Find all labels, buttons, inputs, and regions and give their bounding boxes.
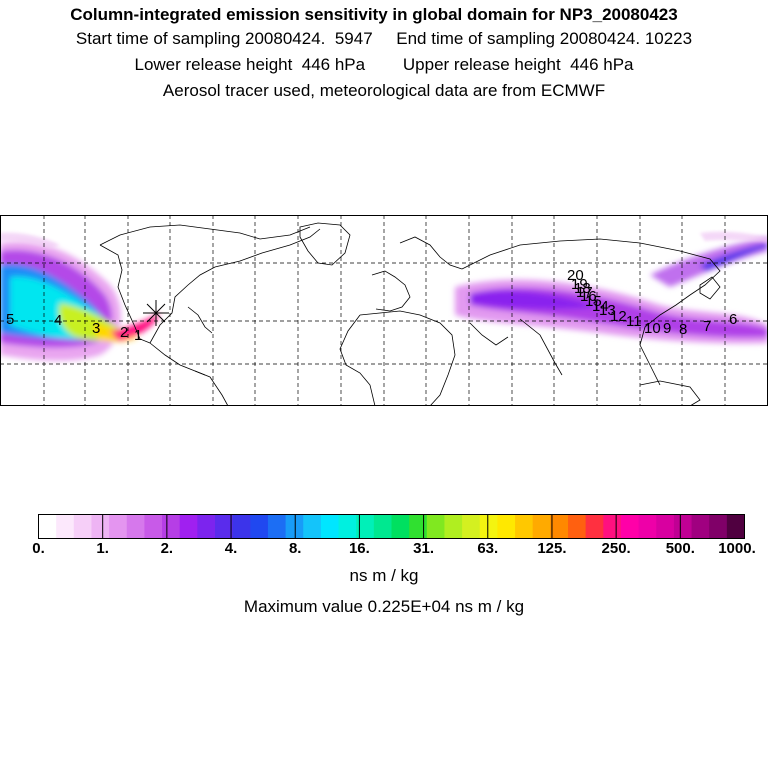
colorbar-cell [267,514,287,539]
colorbar-tick-label: 0. [32,540,45,557]
colorbar-cell [320,514,340,539]
colorbar-cell [550,514,569,539]
header: Column-integrated emission sensitivity i… [0,4,768,104]
day-label: 17 [576,284,593,301]
day-label: 10 [644,320,661,337]
colorbar-cell [338,514,357,539]
colorbar-cell [515,514,534,539]
colorbar-cell [91,514,110,539]
colorbar-cell [691,514,710,539]
colorbar-cell [426,514,445,539]
plot-title: Column-integrated emission sensitivity i… [70,5,678,24]
colorbar-tick-label: 1000. [718,540,756,557]
colorbar-cell [656,514,675,539]
colorbar-cell [444,514,463,539]
colorbar-cells [38,514,745,539]
day-label: 19 [571,276,588,293]
colorbar-cell [409,514,428,539]
day-label: 13 [599,302,616,319]
colorbar-tick-label: 16. [349,540,370,557]
colorbar-cell [479,514,498,539]
colorbar-cell [285,514,304,539]
colorbar-cell [144,514,163,539]
day-label: 11 [626,313,642,330]
colorbar-cell [391,514,410,539]
lat-lon-gridlines [0,215,768,406]
colorbar-cell [568,514,587,539]
colorbar-cell [179,514,198,539]
colorbar-cell [585,514,604,539]
colorbar-tick-label: 8. [289,540,302,557]
colorbar-cell [603,514,622,539]
colorbar-cell [673,514,693,539]
colorbar-cell [162,514,181,539]
maximum-value-label: Maximum value 0.225E+04 ns m / kg [243,597,525,616]
colorbar-tick-label: 1. [96,540,109,557]
colorbar-cell [250,514,269,539]
day-label: 5 [6,311,14,328]
day-label: 15 [585,293,602,310]
colorbar-dividers [102,514,681,539]
release-location-marker [143,300,169,326]
day-label: 3 [92,320,100,337]
day-label: 18 [574,280,591,297]
colorbar: 0. 1. 2. 4. 8. 16. 31. 63. 125. 250. 500. 1000. [32,514,756,557]
sampling-time-line: Start time of sampling 20080424. 5947 En… [75,29,693,48]
colorbar-tick-label: 125. [537,540,566,557]
day-label: 4 [54,312,62,329]
day-label: 20 [567,267,584,284]
sensitivity-plume [0,231,768,361]
colorbar-cell [709,514,728,539]
colorbar-cell [726,514,745,539]
colorbar-cell [38,514,57,539]
colorbar-cell [232,514,251,539]
day-label: 8 [679,321,687,338]
colorbar-cell [638,514,657,539]
colorbar-cell [532,514,551,539]
day-label: 14 [592,298,609,315]
day-label: 12 [610,308,627,325]
day-label: 16 [580,288,597,305]
colorbar-tick-label: 250. [602,540,631,557]
colorbar-cell [73,514,92,539]
colorbar-cell [56,514,75,539]
day-label: 2 [120,324,128,341]
coastlines [99,222,721,406]
release-height-line: Lower release height 446 hPa Upper relea… [134,55,634,74]
colorbar-tick-label: 2. [161,540,174,557]
day-label: 9 [663,320,671,337]
colorbar-tick-label: 63. [477,540,498,557]
colorbar-cell [303,514,322,539]
day-label: 6 [729,311,737,328]
units-label: ns m / kg [349,566,419,585]
colorbar-tick-label: 31. [413,540,434,557]
colorbar-tick-label: 4. [225,540,238,557]
colorbar-cell [497,514,516,539]
day-label: 7 [703,318,711,335]
tracer-info-line: Aerosol tracer used, meteorological data… [162,81,606,100]
colorbar-tick-label: 500. [666,540,695,557]
colorbar-cell [373,514,392,539]
day-label: 1 [134,327,142,344]
colorbar-cell [126,514,145,539]
colorbar-cell [620,514,640,539]
colorbar-frame [38,514,745,539]
colorbar-cell [197,514,216,539]
colorbar-cell [109,514,128,539]
colorbar-cell [462,514,481,539]
colorbar-cell [215,514,234,539]
colorbar-cell [356,514,375,539]
colorbar-tick-labels: 0. 1. 2. 4. 8. 16. 31. 63. 125. 250. 500. 1000. [32,540,756,557]
